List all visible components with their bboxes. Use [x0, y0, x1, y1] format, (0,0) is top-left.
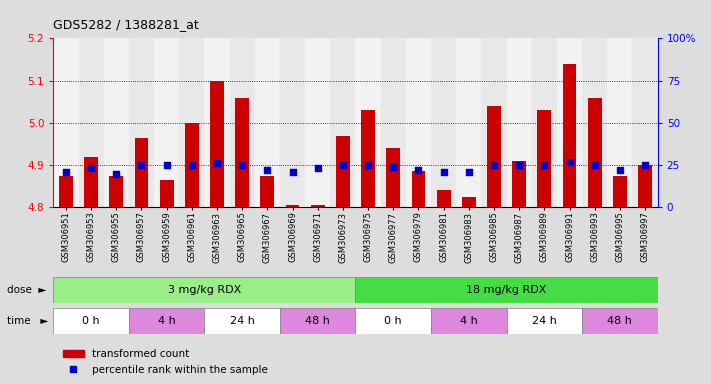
- Bar: [582, 38, 607, 207]
- Bar: [311, 205, 325, 207]
- Point: [564, 159, 575, 165]
- Point: [488, 162, 500, 168]
- Bar: [129, 38, 154, 207]
- Text: 0 h: 0 h: [385, 316, 402, 326]
- Bar: [129, 308, 205, 334]
- Text: 4 h: 4 h: [460, 316, 478, 326]
- Text: 18 mg/kg RDX: 18 mg/kg RDX: [466, 285, 547, 295]
- Bar: [59, 176, 73, 207]
- Bar: [431, 38, 456, 207]
- Bar: [235, 98, 249, 207]
- Bar: [532, 38, 557, 207]
- Bar: [109, 176, 123, 207]
- Point: [387, 164, 399, 170]
- Bar: [607, 38, 633, 207]
- Bar: [305, 38, 331, 207]
- Text: 0 h: 0 h: [82, 316, 100, 326]
- Point: [237, 162, 248, 168]
- Point: [539, 162, 550, 168]
- Bar: [557, 38, 582, 207]
- Bar: [386, 148, 400, 207]
- Text: dose  ►: dose ►: [7, 285, 46, 295]
- Text: 24 h: 24 h: [532, 316, 557, 326]
- Text: 3 mg/kg RDX: 3 mg/kg RDX: [168, 285, 241, 295]
- Bar: [380, 38, 406, 207]
- Bar: [154, 38, 179, 207]
- Bar: [356, 38, 380, 207]
- Point: [463, 169, 474, 175]
- Point: [186, 162, 198, 168]
- Bar: [538, 110, 551, 207]
- Bar: [160, 180, 173, 207]
- Bar: [255, 38, 280, 207]
- Bar: [356, 308, 431, 334]
- Point: [312, 166, 324, 172]
- Bar: [506, 38, 532, 207]
- Text: 4 h: 4 h: [158, 316, 176, 326]
- Bar: [78, 38, 104, 207]
- Bar: [481, 38, 506, 207]
- Bar: [406, 38, 431, 207]
- Bar: [205, 38, 230, 207]
- Point: [211, 161, 223, 167]
- Bar: [205, 308, 280, 334]
- Bar: [437, 190, 451, 207]
- Text: GDS5282 / 1388281_at: GDS5282 / 1388281_at: [53, 18, 199, 31]
- Bar: [260, 176, 274, 207]
- Bar: [613, 176, 627, 207]
- Bar: [280, 38, 305, 207]
- Bar: [53, 38, 78, 207]
- Point: [639, 162, 651, 168]
- Bar: [456, 38, 481, 207]
- Bar: [633, 38, 658, 207]
- Bar: [582, 308, 658, 334]
- Bar: [356, 277, 658, 303]
- Point: [161, 162, 172, 168]
- Bar: [280, 308, 356, 334]
- Text: 48 h: 48 h: [305, 316, 330, 326]
- Point: [363, 162, 374, 168]
- Bar: [512, 161, 526, 207]
- Legend: transformed count, percentile rank within the sample: transformed count, percentile rank withi…: [58, 345, 272, 379]
- Bar: [431, 308, 506, 334]
- Bar: [487, 106, 501, 207]
- Bar: [638, 165, 652, 207]
- Point: [614, 167, 626, 173]
- Bar: [562, 64, 577, 207]
- Point: [136, 162, 147, 168]
- Bar: [336, 136, 350, 207]
- Bar: [588, 98, 602, 207]
- Bar: [104, 38, 129, 207]
- Text: time   ►: time ►: [7, 316, 48, 326]
- Bar: [462, 197, 476, 207]
- Bar: [53, 277, 356, 303]
- Bar: [53, 308, 129, 334]
- Text: 24 h: 24 h: [230, 316, 255, 326]
- Point: [287, 169, 298, 175]
- Bar: [185, 123, 199, 207]
- Point: [589, 162, 600, 168]
- Bar: [412, 172, 425, 207]
- Bar: [230, 38, 255, 207]
- Bar: [179, 38, 205, 207]
- Point: [111, 170, 122, 177]
- Point: [337, 162, 348, 168]
- Bar: [361, 110, 375, 207]
- Bar: [286, 205, 299, 207]
- Point: [85, 166, 97, 172]
- Bar: [331, 38, 356, 207]
- Point: [438, 169, 449, 175]
- Point: [262, 167, 273, 173]
- Bar: [134, 138, 149, 207]
- Bar: [210, 81, 224, 207]
- Point: [513, 162, 525, 168]
- Point: [60, 169, 72, 175]
- Point: [413, 167, 424, 173]
- Bar: [84, 157, 98, 207]
- Bar: [506, 308, 582, 334]
- Text: 48 h: 48 h: [607, 316, 632, 326]
